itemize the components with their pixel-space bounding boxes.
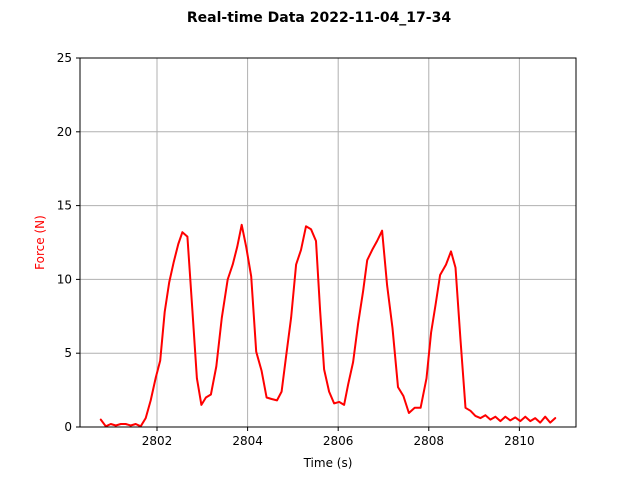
y-tick-label: 15 <box>57 199 72 213</box>
y-tick-label: 0 <box>64 420 72 434</box>
y-tick-label: 10 <box>57 272 72 286</box>
x-tick-label: 2808 <box>414 434 445 448</box>
x-axis-label: Time (s) <box>303 456 353 470</box>
x-tick-label: 2804 <box>232 434 263 448</box>
x-tick-label: 2810 <box>504 434 535 448</box>
chart-title: Real-time Data 2022-11-04_17-34 <box>187 10 451 26</box>
y-axis-ticks: 0 5 10 15 20 25 <box>57 51 80 434</box>
series-layer <box>99 223 557 428</box>
x-tick-label: 2806 <box>323 434 354 448</box>
series-line <box>99 223 557 428</box>
y-axis-label: Force (N) <box>33 215 47 270</box>
plot-frame <box>79 57 577 428</box>
x-tick-label: 2802 <box>142 434 173 448</box>
y-tick-label: 25 <box>57 51 72 65</box>
x-axis-ticks: 2802 2804 2806 2808 2810 <box>142 427 535 448</box>
y-tick-label: 20 <box>57 125 72 139</box>
y-tick-label: 5 <box>64 346 72 360</box>
grid-lines <box>80 58 576 427</box>
